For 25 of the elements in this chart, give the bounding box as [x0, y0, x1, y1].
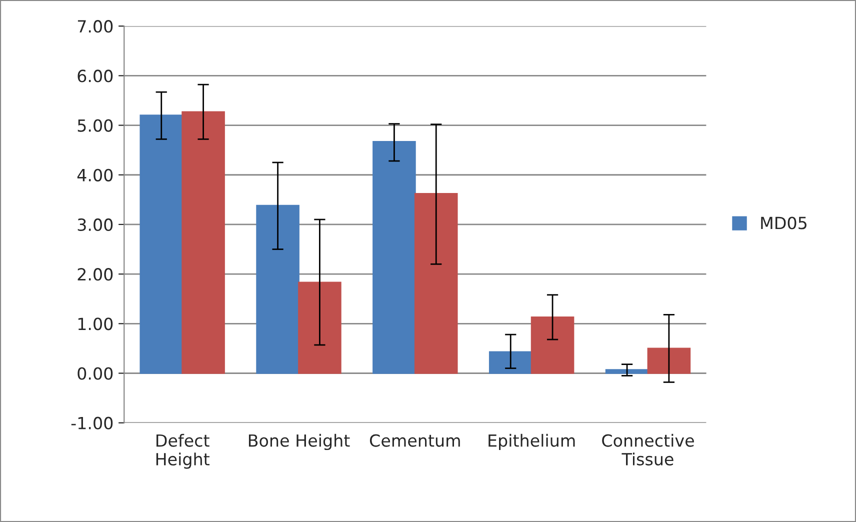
- x-tick-label: Bone Height: [248, 434, 350, 450]
- x-tick-label: Connective Tissue: [602, 434, 694, 466]
- bar: [605, 369, 649, 374]
- x-tick-label: Defect Height: [156, 434, 210, 469]
- y-tick-label: 6.00: [78, 70, 113, 82]
- y-tick-label: -1.00: [71, 416, 113, 430]
- y-tick-label: 0.00: [78, 367, 113, 380]
- bar: [372, 140, 416, 374]
- y-tick-label: 4.00: [77, 168, 113, 182]
- legend-label: MD05: [761, 216, 806, 230]
- bar: [647, 348, 691, 374]
- bar: [298, 282, 342, 374]
- y-tick-label: 2.00: [78, 268, 113, 281]
- y-tick-label: 3.00: [78, 218, 113, 232]
- y-tick-label: 1.00: [78, 318, 113, 330]
- bar: [414, 193, 458, 374]
- bar: [182, 111, 225, 374]
- x-tick-label: Cementum: [370, 434, 460, 447]
- bar: [256, 204, 300, 374]
- bar: [488, 351, 532, 374]
- y-tick-label: 5.00: [78, 119, 113, 132]
- bar: [530, 316, 574, 374]
- y-tick-label: 7.00: [78, 20, 113, 33]
- bar: [140, 114, 184, 374]
- x-tick-label: Epithelium: [488, 434, 575, 450]
